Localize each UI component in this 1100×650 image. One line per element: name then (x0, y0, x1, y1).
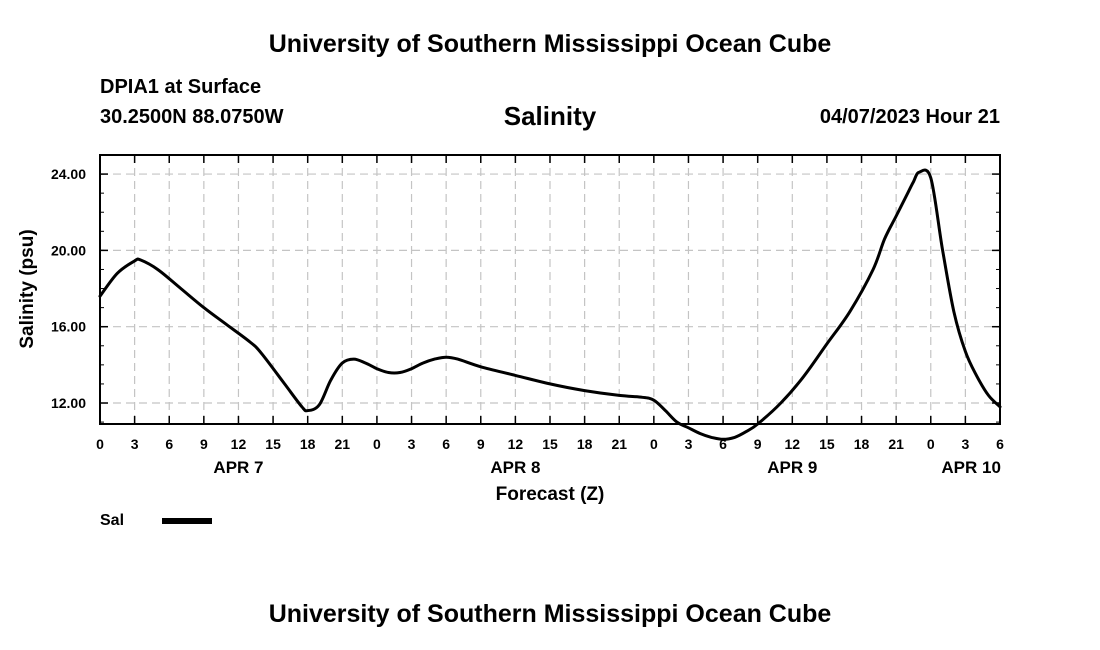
forecast-timestamp: 04/07/2023 Hour 21 (819, 106, 1000, 128)
x-tick-label: 12 (785, 436, 801, 452)
chart-grid (100, 155, 1000, 424)
x-tick-label: 0 (96, 436, 104, 452)
legend-label: Sal (100, 512, 124, 529)
chart-title: Salinity (503, 101, 597, 131)
x-tick-label: 12 (231, 436, 247, 452)
x-tick-label: 0 (927, 436, 935, 452)
station-location: 30.2500N 88.0750W (100, 106, 284, 128)
x-tick-label: 6 (165, 436, 173, 452)
y-tick-label: 20.00 (51, 242, 86, 258)
plot-frame (99, 154, 1001, 425)
x-tick-label: 0 (373, 436, 381, 452)
station-name: DPIA1 at Surface (100, 76, 262, 98)
x-tick-label: 18 (300, 436, 316, 452)
page-title: University of Southern Mississippi Ocean… (268, 30, 832, 58)
x-tick-label: 6 (719, 436, 727, 452)
x-tick-label: 9 (754, 436, 762, 452)
x-tick-label: 3 (685, 436, 693, 452)
y-tick-label: 12.00 (51, 395, 86, 411)
x-tick-label: 9 (477, 436, 485, 452)
x-tick-label: 12 (508, 436, 524, 452)
x-tick-label: 0 (650, 436, 658, 452)
day-label: APR 7 (213, 458, 263, 477)
day-label: APR 10 (941, 458, 1001, 477)
x-tick-label: 21 (888, 436, 904, 452)
x-axis-tick-labels: 0 3 6 9 12 15 18 21 0 3 6 9 12 15 18 21 0 3 6 9 12 15 18 21 0 3 6 (96, 436, 1004, 452)
series-line-sal (98, 168, 1002, 441)
x-tick-label: 9 (200, 436, 208, 452)
day-label: APR 8 (490, 458, 540, 477)
x-tick-label: 3 (408, 436, 416, 452)
y-tick-label: 24.00 (51, 166, 86, 182)
day-label: APR 9 (767, 458, 817, 477)
x-tick-label: 21 (611, 436, 627, 452)
x-tick-label: 3 (961, 436, 969, 452)
y-axis-label: Salinity (psu) (17, 229, 38, 348)
y-axis-tick-labels: 12.00 16.00 20.00 24.00 (51, 166, 86, 411)
x-axis-label: Forecast (Z) (496, 484, 605, 505)
salinity-chart: 12.00 16.00 20.00 24.00 0 3 6 9 12 15 18 21 0 3 6 9 12 1… (17, 154, 1004, 529)
x-tick-label: 21 (335, 436, 351, 452)
x-tick-label: 15 (819, 436, 835, 452)
x-tick-label: 6 (442, 436, 450, 452)
x-tick-label: 18 (854, 436, 870, 452)
footer-title: University of Southern Mississippi Ocean… (268, 600, 832, 628)
x-tick-label: 15 (265, 436, 281, 452)
x-tick-label: 6 (996, 436, 1004, 452)
x-axis-day-labels: APR 7 APR 8 APR 9 APR 10 (213, 458, 1000, 477)
x-tick-label: 3 (131, 436, 139, 452)
x-tick-label: 18 (577, 436, 593, 452)
x-tick-label: 15 (542, 436, 558, 452)
y-tick-label: 16.00 (51, 319, 86, 335)
